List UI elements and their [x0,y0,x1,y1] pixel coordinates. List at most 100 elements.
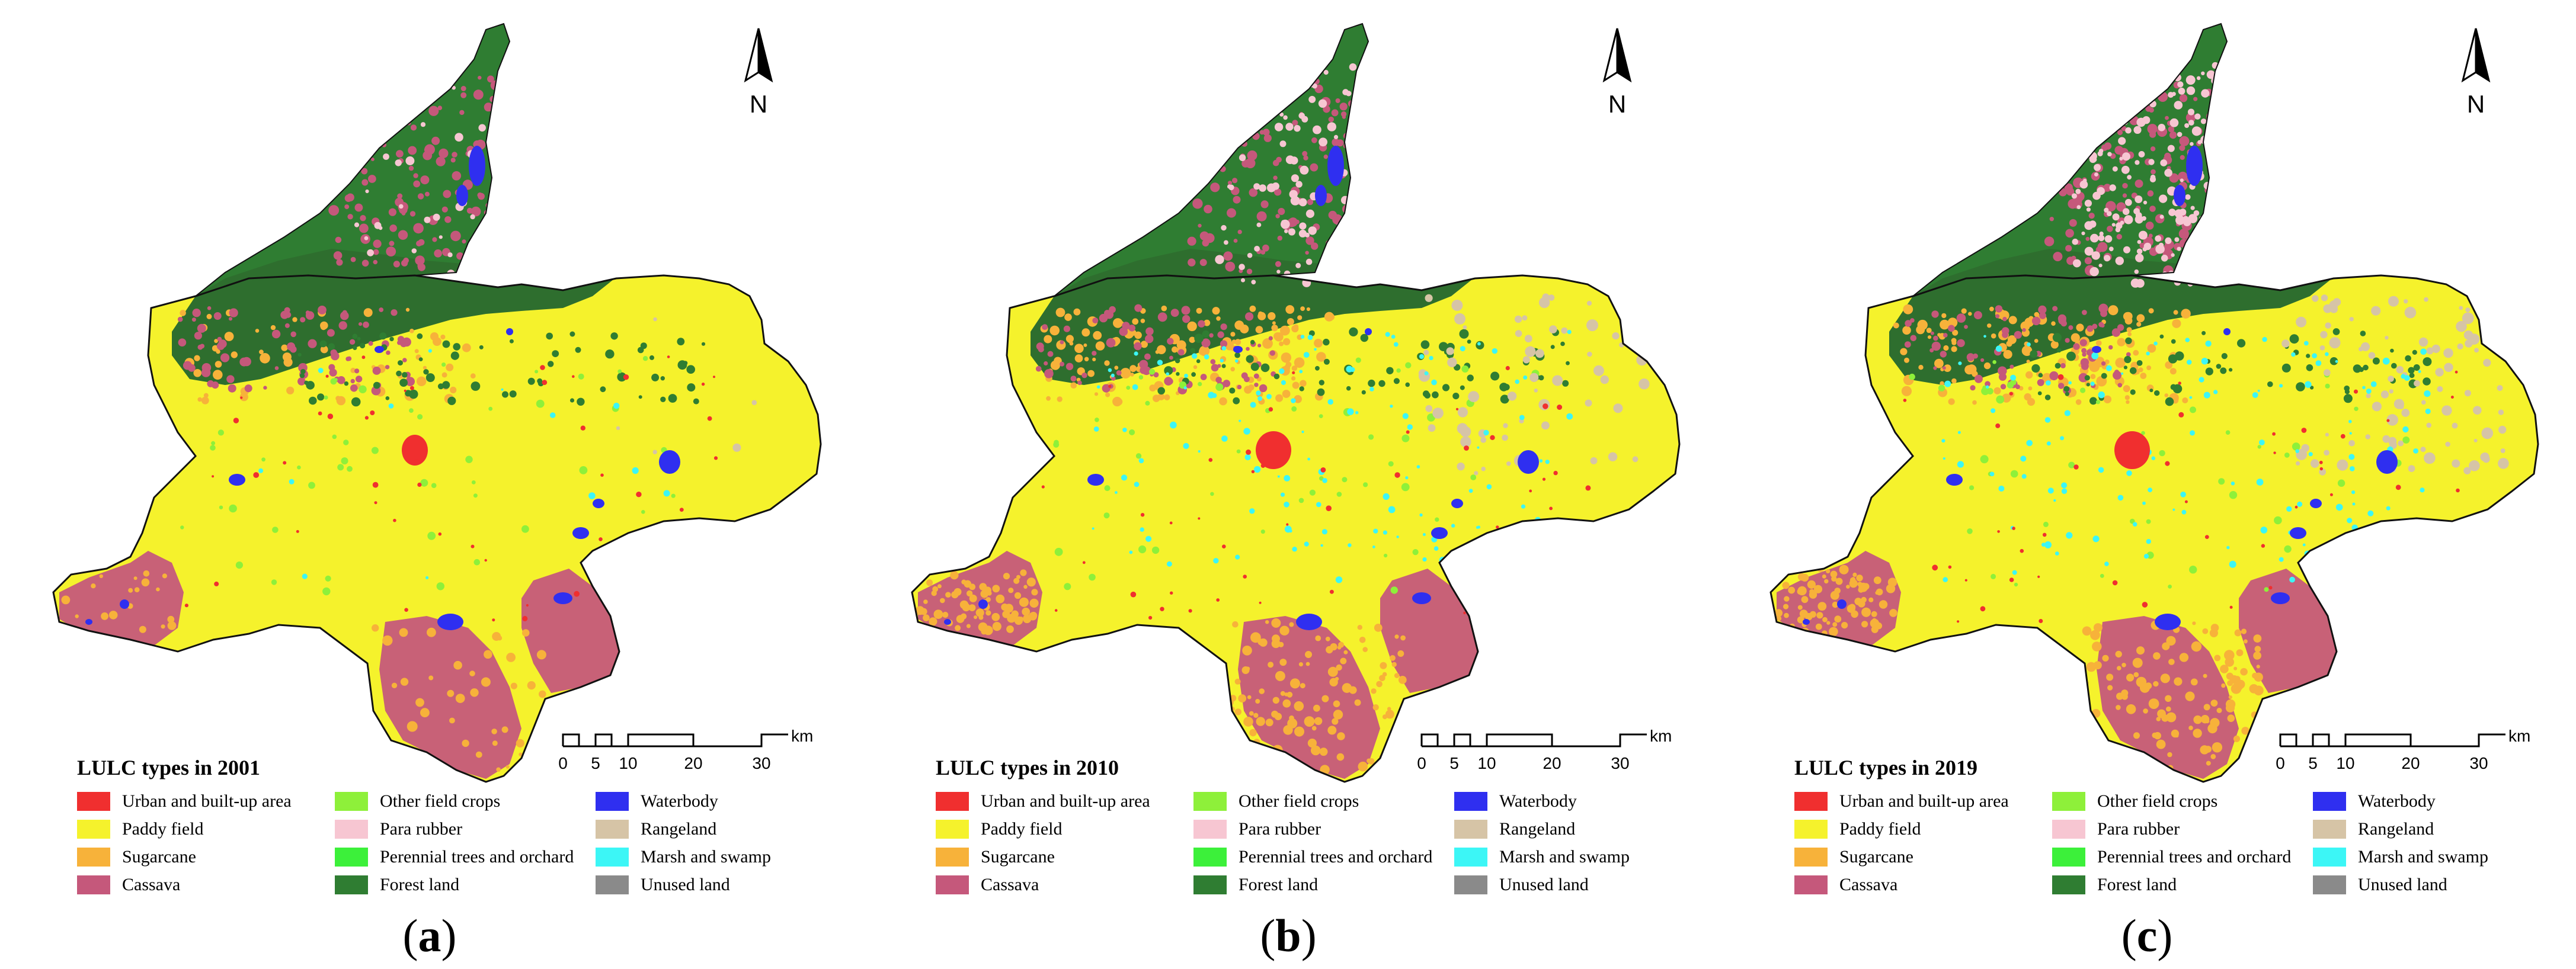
sugarcane-patch [1289,678,1300,689]
waterbody-patch [375,346,384,353]
para-rubber-patch [424,216,431,223]
cassava-patch [1188,159,1195,167]
para-rubber-patch [2200,135,2210,145]
sugarcane-patch [1204,319,1211,326]
para-rubber-patch [2104,235,2113,243]
cassava-patch [1262,244,1269,252]
forest-patch [2309,386,2314,390]
urban-patch [1246,449,1252,455]
legend-title: LULC types in 2001 [77,756,261,779]
sugarcane-patch [929,617,937,626]
other-crops-patch [1138,375,1144,380]
sugarcane-patch [1001,603,1009,611]
forest-patch [1196,359,1201,364]
marsh-patch [2370,381,2377,387]
cassava-patch [1985,381,1991,387]
other-crops-patch [2274,516,2282,525]
sugarcane-patch [2165,695,2172,702]
forest-patch [1317,388,1325,396]
sugarcane-patch [2156,717,2161,721]
cassava-patch [2181,259,2188,266]
cassava-patch [361,168,368,175]
para-rubber-patch [2098,114,2106,122]
sugarcane-patch [1294,763,1302,771]
sugarcane-patch [1394,673,1400,678]
sugarcane-patch [1324,312,1335,322]
marsh-patch [1405,476,1409,480]
marsh-patch [1145,535,1152,542]
urban-patch [2039,619,2043,623]
cassava-patch [347,214,353,220]
forest-patch [357,336,361,341]
cassava-patch [1237,229,1242,235]
cassava-patch [1134,304,1143,312]
para-rubber-patch [1295,181,1303,188]
sugarcane-patch [2071,333,2080,342]
forest-patch [2031,364,2040,373]
cassava-patch [2068,70,2076,79]
sugarcane-patch [1357,625,1362,630]
marsh-patch [2153,341,2158,346]
cassava-patch [392,81,397,85]
urban-patch [572,375,575,378]
para-rubber-patch [452,85,456,90]
para-rubber-patch [1340,256,1344,261]
marsh-patch [2045,380,2051,386]
para-rubber-patch [2105,56,2116,66]
other-crops-patch [1095,418,1099,422]
para-rubber-patch [403,78,409,85]
sugarcane-patch [942,611,949,618]
sugarcane-patch [400,678,409,686]
legend-label: Sugarcane [1839,847,1913,867]
sugarcane-patch [1849,577,1856,583]
cassava-patch [385,365,390,370]
sugarcane-patch [2249,684,2259,694]
marsh-patch [1407,424,1413,430]
para-rubber-patch [2193,243,2199,250]
sugarcane-patch [76,567,83,573]
waterbody-patch [2290,527,2306,539]
waterbody-patch [506,328,513,335]
legend-label: Para rubber [2097,819,2180,839]
cassava-patch [366,129,375,137]
other-crops-patch [217,429,224,436]
sugarcane-patch [1391,760,1397,766]
cassava-patch [1060,361,1065,367]
para-rubber-patch [2081,231,2085,236]
forest-patch [2171,339,2176,344]
other-crops-patch [671,493,676,498]
other-crops-patch [1198,381,1202,387]
cassava-patch [1275,261,1281,267]
cassava-patch [329,368,337,377]
para-rubber-patch [2211,207,2216,212]
marsh-patch [2066,532,2073,539]
cassava-patch [450,230,461,242]
para-rubber-patch [1298,229,1307,238]
cassava-patch [1339,102,1348,111]
sugarcane-patch [917,570,921,575]
rangeland-patch [1538,297,1550,309]
sugarcane-patch [1903,304,1913,315]
cassava-patch [1232,178,1238,184]
cassava-patch [344,194,353,203]
para-rubber-patch [2130,278,2140,288]
cassava-patch [2052,306,2058,312]
other-crops-patch [1309,489,1316,496]
cassava-patch [1356,173,1363,180]
waterbody-patch [978,599,988,609]
other-crops-patch [1104,485,1111,492]
sugarcane-patch [521,629,530,637]
rangeland-patch [2372,402,2382,412]
legend-swatch [2052,848,2085,867]
sugarcane-patch [447,689,455,697]
cassava-patch [386,246,396,256]
para-rubber-patch [2188,214,2198,223]
urban-patch [1529,489,1532,493]
cassava-patch [1364,150,1372,159]
cassava-patch [2085,125,2095,134]
sugarcane-patch [2088,749,2097,758]
para-rubber-patch [1291,174,1299,182]
cassava-patch [2069,142,2075,148]
sugarcane-patch [1291,376,1296,381]
rangeland-patch [1463,325,1467,330]
